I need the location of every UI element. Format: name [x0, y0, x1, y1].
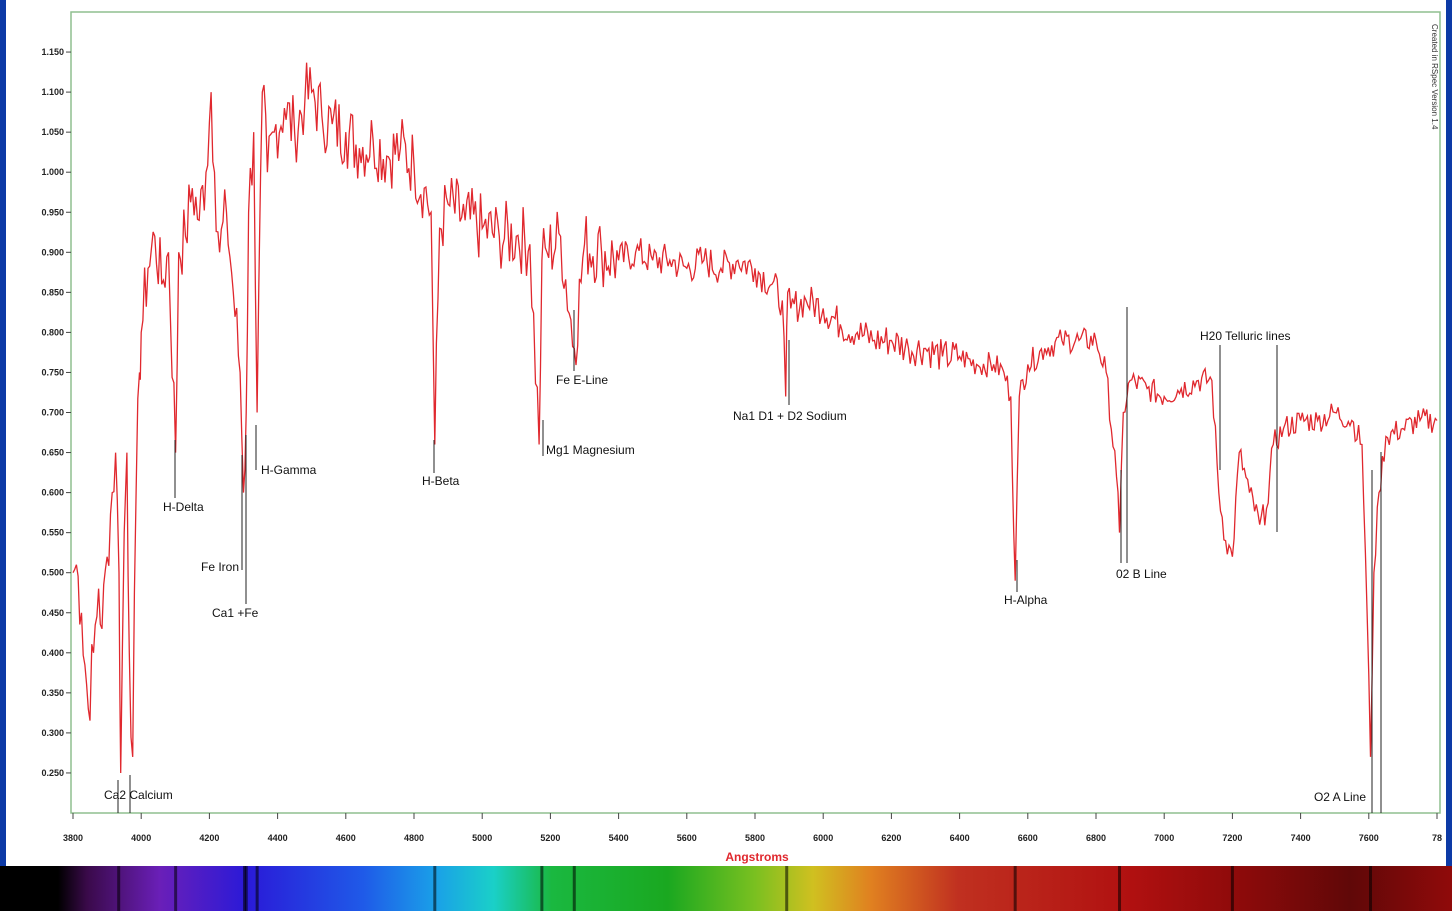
absorption-line [117, 866, 121, 911]
absorption-line [1230, 866, 1234, 911]
y-tick-label: 0.900 [41, 247, 64, 257]
y-tick-label: 0.800 [41, 327, 64, 337]
x-tick-label: 4000 [131, 833, 151, 843]
x-tick-label: 5200 [540, 833, 560, 843]
y-tick-label: 0.350 [41, 688, 64, 698]
spectrum-color-strip [0, 866, 1452, 911]
plot-area-frame [70, 11, 1441, 814]
annotation-label: H-Beta [422, 474, 460, 488]
annotation-label: H-Delta [163, 500, 204, 514]
absorption-line [243, 866, 247, 911]
x-tick-label: 6800 [1086, 833, 1106, 843]
absorption-line [572, 866, 576, 911]
spectrum-gradient [0, 866, 1452, 911]
x-tick-label: 4600 [336, 833, 356, 843]
y-tick-label: 0.950 [41, 207, 64, 217]
x-tick-label: 6000 [813, 833, 833, 843]
y-tick-label: 0.300 [41, 728, 64, 738]
y-tick-label: 0.250 [41, 768, 64, 778]
absorption-line [1369, 866, 1373, 911]
x-tick-label: 7600 [1359, 833, 1379, 843]
absorption-line [1013, 866, 1017, 911]
x-tick-label: 5400 [609, 833, 629, 843]
x-tick-label: 7200 [1222, 833, 1242, 843]
x-tick-label: 4800 [404, 833, 424, 843]
y-tick-label: 0.750 [41, 367, 64, 377]
x-tick-label: 5000 [472, 833, 492, 843]
annotation-label: Ca1 +Fe [212, 606, 259, 620]
annotation-label: Na1 D1 + D2 Sodium [733, 409, 847, 423]
line-annotations: Ca2 Calcium H-Delta Fe Iron Ca1 +Fe H-Gamma H… [104, 307, 1382, 813]
absorption-line [540, 866, 544, 911]
x-tick-label: 4400 [268, 833, 288, 843]
y-tick-label: 0.850 [41, 287, 64, 297]
annotation-label: 02 B Line [1116, 567, 1167, 581]
y-tick-label: 1.150 [41, 47, 64, 57]
absorption-line [255, 866, 259, 911]
y-axis: 0.250 0.300 0.350 0.400 0.450 0.500 0.550 0.600… [41, 47, 71, 778]
annotation-label: H20 Telluric lines [1200, 329, 1291, 343]
absorption-line [785, 866, 789, 911]
y-tick-label: 0.700 [41, 408, 64, 418]
x-tick-label: 6200 [881, 833, 901, 843]
x-tick-label: 78 [1432, 833, 1442, 843]
y-tick-label: 1.050 [41, 127, 64, 137]
annotation-label: O2 A Line [1314, 790, 1366, 804]
annotation-label: H-Alpha [1004, 593, 1048, 607]
absorption-line [244, 866, 248, 911]
annotation-label: Mg1 Magnesium [546, 443, 635, 457]
x-axis: 3800 4000 4200 4400 4600 4800 5000 5200 5400 5600… [63, 813, 1442, 843]
x-tick-label: 5600 [677, 833, 697, 843]
absorption-line [433, 866, 437, 911]
x-tick-label: 7000 [1154, 833, 1174, 843]
y-tick-label: 0.500 [41, 568, 64, 578]
annotation-label: Ca2 Calcium [104, 788, 173, 802]
annotation-label: Fe E-Line [556, 373, 608, 387]
y-tick-label: 0.550 [41, 528, 64, 538]
annotation-label: Fe Iron [201, 560, 239, 574]
annotation-label: H-Gamma [261, 463, 317, 477]
y-tick-label: 0.400 [41, 648, 64, 658]
y-tick-label: 0.650 [41, 448, 64, 458]
y-tick-label: 0.450 [41, 608, 64, 618]
spectrum-series-line [72, 62, 1438, 774]
y-tick-label: 0.600 [41, 488, 64, 498]
spectrum-chart: 0.250 0.300 0.350 0.400 0.450 0.500 0.550 0.600… [41, 11, 1442, 864]
x-tick-label: 4200 [199, 833, 219, 843]
x-axis-label: Angstroms [725, 850, 789, 864]
x-tick-label: 3800 [63, 833, 83, 843]
x-tick-label: 6600 [1018, 833, 1038, 843]
y-tick-label: 1.000 [41, 167, 64, 177]
absorption-lines [117, 866, 1373, 911]
x-tick-label: 7400 [1291, 833, 1311, 843]
absorption-line [174, 866, 178, 911]
y-tick-label: 1.100 [41, 87, 64, 97]
watermark-text: Created in RSpec Version 1.4 [1430, 24, 1439, 130]
absorption-line [1118, 866, 1122, 911]
x-tick-label: 6400 [950, 833, 970, 843]
x-tick-label: 5800 [745, 833, 765, 843]
